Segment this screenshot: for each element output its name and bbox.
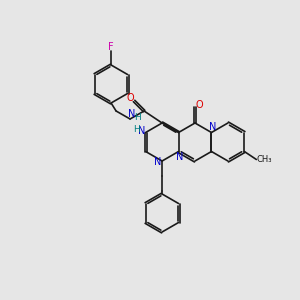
Text: H: H <box>134 113 140 122</box>
Text: N: N <box>128 109 136 119</box>
Text: N: N <box>154 157 162 167</box>
Text: F: F <box>108 42 114 52</box>
Text: N: N <box>209 122 216 133</box>
Text: N: N <box>176 152 183 161</box>
Text: CH₃: CH₃ <box>256 155 272 164</box>
Text: O: O <box>126 93 134 103</box>
Text: H: H <box>133 125 140 134</box>
Text: O: O <box>195 100 203 110</box>
Text: N: N <box>138 125 145 136</box>
